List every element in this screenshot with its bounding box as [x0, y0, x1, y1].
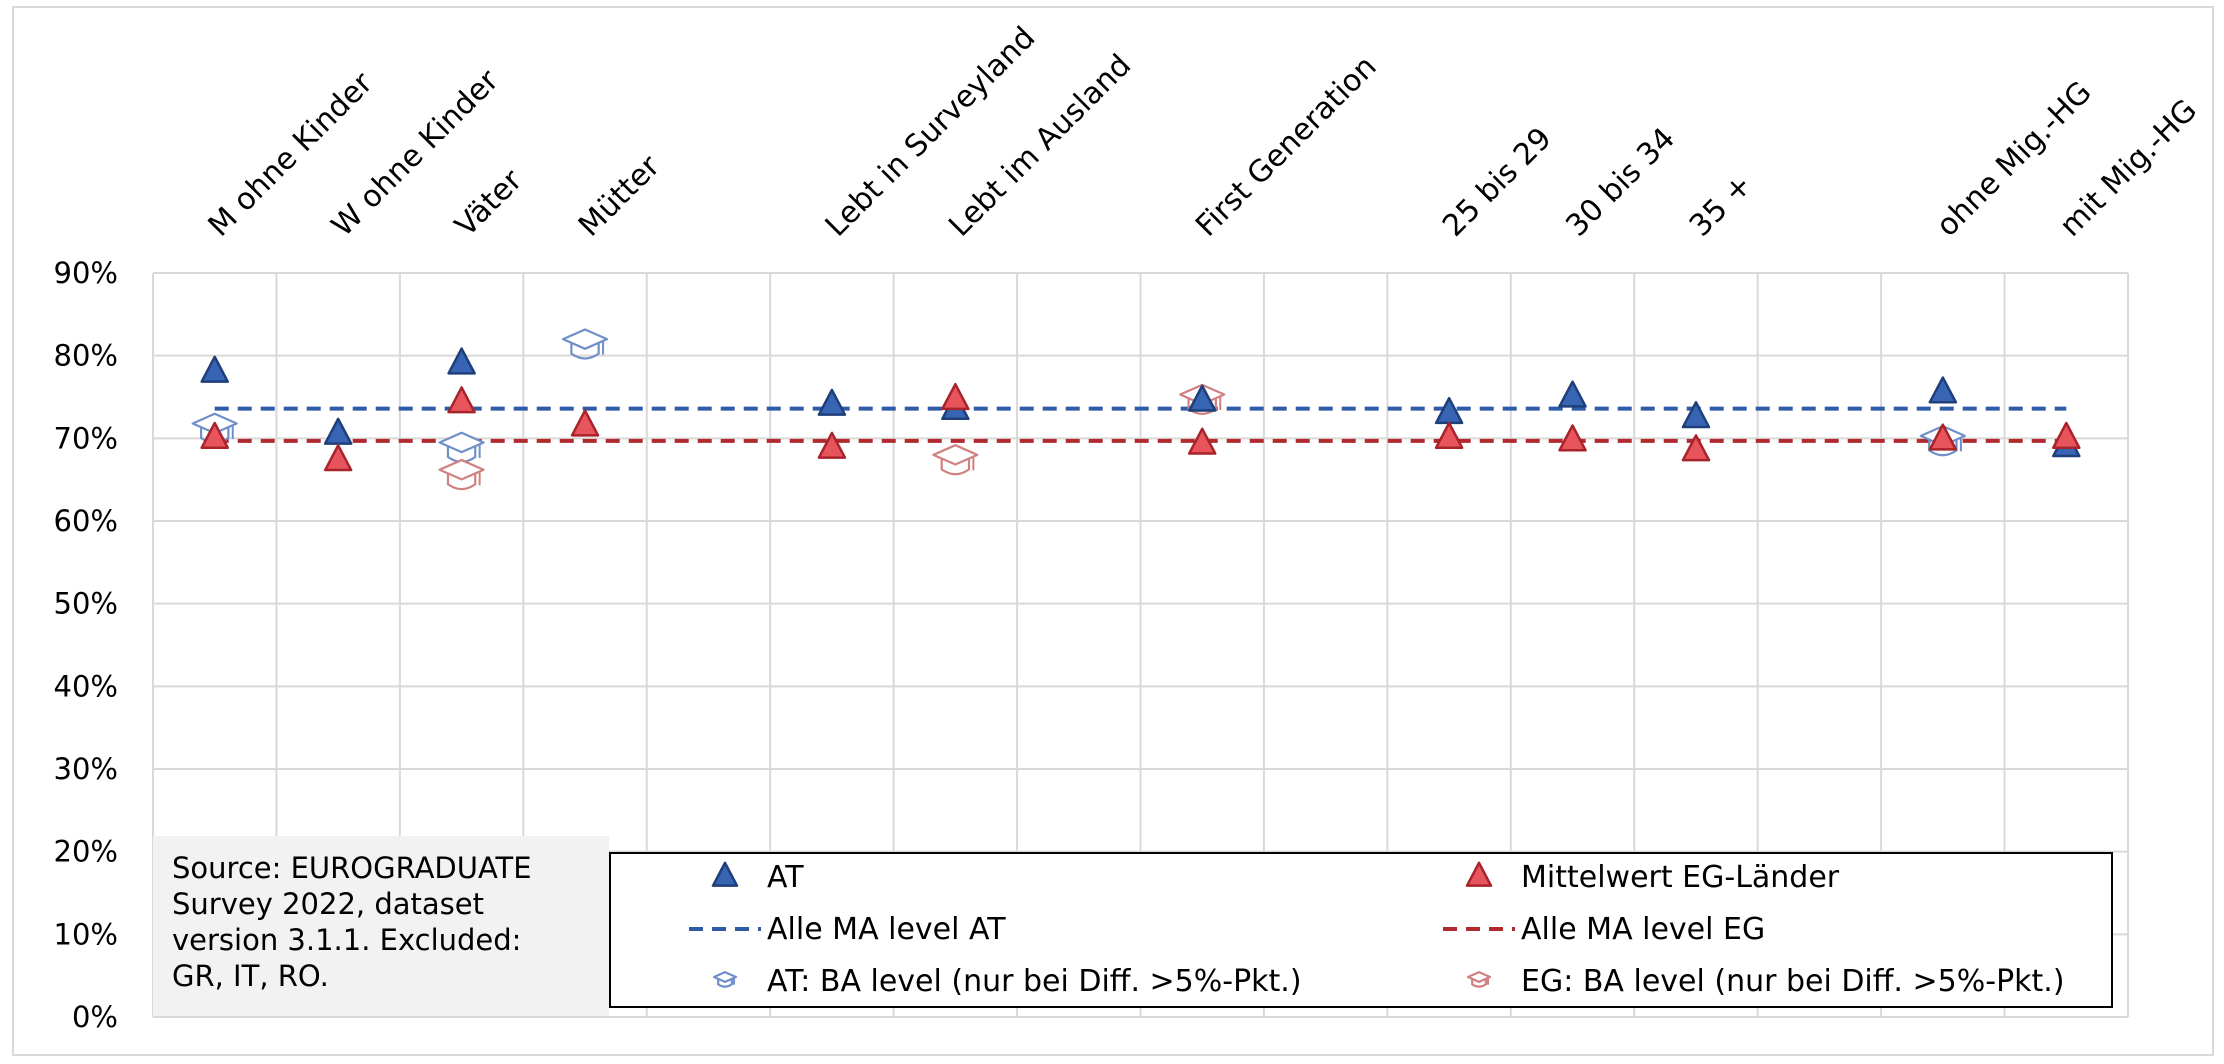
y-tick-label: 80%: [54, 339, 118, 373]
data-point: [1928, 423, 1958, 451]
y-axis: 0% 10% 20% 30% 40% 50% 60% 70% 80% 90%: [54, 256, 118, 1034]
y-tick-label: 90%: [54, 256, 118, 290]
series-1: [200, 382, 2081, 472]
data-point: [1434, 421, 1464, 449]
legend-label: EG: BA level (nur bei Diff. >5%-Pkt.): [1521, 964, 2065, 999]
legend-label: Mittelwert EG-Länder: [1521, 860, 1840, 895]
y-tick-label: 70%: [54, 421, 118, 455]
data-point: [447, 347, 476, 375]
legend-item: Alle MA level AT: [689, 912, 1006, 947]
legend-label: AT: [767, 860, 804, 895]
y-tick-label: 0%: [72, 1000, 118, 1034]
legend-symbol: [1465, 861, 1493, 887]
source-line-3: version 3.1.1. Excluded:: [172, 923, 521, 957]
data-point: [1681, 401, 1711, 429]
grid: [152, 272, 2129, 1018]
legend-item: EG: BA level (nur bei Diff. >5%-Pkt.): [1466, 964, 2065, 999]
y-tick-label: 50%: [54, 587, 118, 621]
data-point: [817, 388, 847, 416]
series: [191, 328, 2081, 491]
legend-item: Mittelwert EG-Länder: [1465, 860, 1840, 895]
legend-label: Alle MA level AT: [767, 912, 1006, 947]
y-tick-label: 40%: [54, 669, 118, 703]
data-point: [1681, 434, 1711, 462]
y-tick-label: 10%: [54, 917, 118, 951]
source-background: [153, 836, 609, 1016]
legend: AT Mittelwert EG-Länder Alle MA level AT Al…: [609, 852, 2113, 1008]
y-tick-label: 60%: [54, 504, 118, 538]
legend-symbol: [711, 861, 739, 887]
y-tick-label: 30%: [54, 752, 118, 786]
legend-label: Alle MA level EG: [1521, 912, 1765, 947]
data-point: [323, 417, 353, 445]
y-tick-label: 20%: [54, 835, 118, 869]
data-point: [1558, 424, 1587, 452]
data-point: [817, 431, 847, 459]
data-point: [2052, 421, 2081, 449]
data-point: [323, 444, 353, 472]
data-point: [1187, 384, 1217, 412]
data-point: [200, 421, 229, 449]
data-point: [561, 328, 609, 360]
legend-label: AT: BA level (nur bei Diff. >5%-Pkt.): [767, 964, 1302, 999]
source-line-2: Survey 2022, dataset: [172, 887, 484, 921]
data-point: [1558, 380, 1587, 408]
legend-item: Alle MA level EG: [1443, 912, 1765, 947]
legend-item: AT: [711, 860, 804, 895]
legend-box: [609, 852, 2113, 1008]
legend-symbol: [712, 971, 738, 988]
source-line-1: Source: EUROGRADUATE: [172, 851, 532, 885]
data-point: [447, 386, 476, 414]
data-point: [941, 382, 970, 411]
data-point: [570, 409, 600, 437]
data-point: [1187, 427, 1217, 455]
legend-item: AT: BA level (nur bei Diff. >5%-Pkt.): [712, 964, 1302, 999]
legend-symbol: [1466, 971, 1492, 988]
source-annotation: Source: EUROGRADUATE Survey 2022, datase…: [153, 836, 609, 1016]
data-point: [438, 458, 485, 491]
source-line-4: GR, IT, RO.: [172, 959, 329, 993]
data-point: [932, 444, 979, 476]
data-point: [200, 355, 229, 383]
data-point: [1928, 376, 1958, 404]
